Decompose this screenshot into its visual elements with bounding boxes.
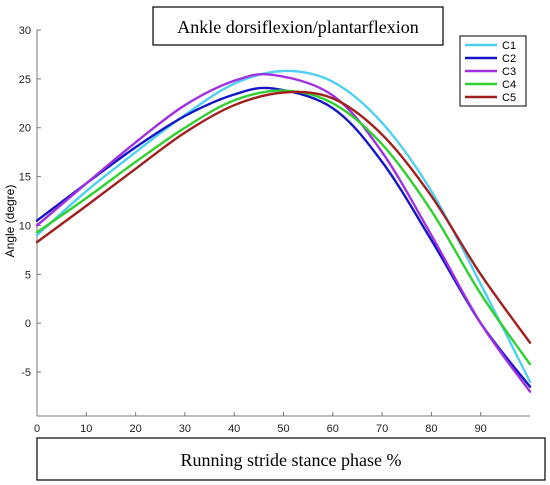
x-tick-label: 60	[327, 423, 339, 435]
legend-label-c5: C5	[502, 92, 516, 104]
series-lines	[35, 69, 532, 393]
legend-label-c1: C1	[502, 40, 516, 52]
x-axis-label-text: Running stride stance phase %	[181, 450, 402, 470]
plot-area	[36, 30, 530, 417]
y-tick-label: 25	[19, 74, 31, 86]
y-tick-label: 30	[19, 25, 31, 37]
y-tick-label: 15	[19, 172, 31, 184]
series-line-c4	[35, 89, 532, 366]
x-tick-label: 10	[80, 423, 92, 435]
series-line-c5	[35, 90, 532, 344]
legend-label-c2: C2	[502, 53, 516, 65]
y-tick-label: -5	[21, 367, 31, 379]
legend-label-c4: C4	[502, 79, 516, 91]
x-tick-label: 30	[179, 423, 191, 435]
y-tick-label: 10	[19, 220, 31, 232]
y-tick-label: 0	[25, 318, 31, 330]
x-tick-label: 80	[425, 423, 437, 435]
y-ticks: -5 0 5 10 15 20 25 30	[19, 25, 41, 379]
x-tick-label: 40	[228, 423, 240, 435]
series-line-c1	[35, 69, 532, 383]
x-tick-label: 20	[129, 423, 141, 435]
x-tick-label: 50	[277, 423, 289, 435]
y-tick-label: 5	[25, 269, 31, 281]
x-tick-label: 70	[376, 423, 388, 435]
x-ticks: 0 10 20 30 40 50 60 70 80 90	[34, 412, 487, 435]
chart-title: Ankle dorsiflexion/plantarflexion	[152, 6, 444, 46]
x-tick-label: 90	[475, 423, 487, 435]
chart-title-text: Ankle dorsiflexion/plantarflexion	[177, 17, 418, 37]
series-line-c3	[35, 72, 532, 393]
y-tick-label: 20	[19, 123, 31, 135]
y-axis-label: Angle (degre)	[3, 185, 17, 258]
x-tick-label: 0	[34, 423, 40, 435]
legend-label-c3: C3	[502, 66, 516, 78]
x-axis-label: Running stride stance phase %	[36, 437, 546, 481]
